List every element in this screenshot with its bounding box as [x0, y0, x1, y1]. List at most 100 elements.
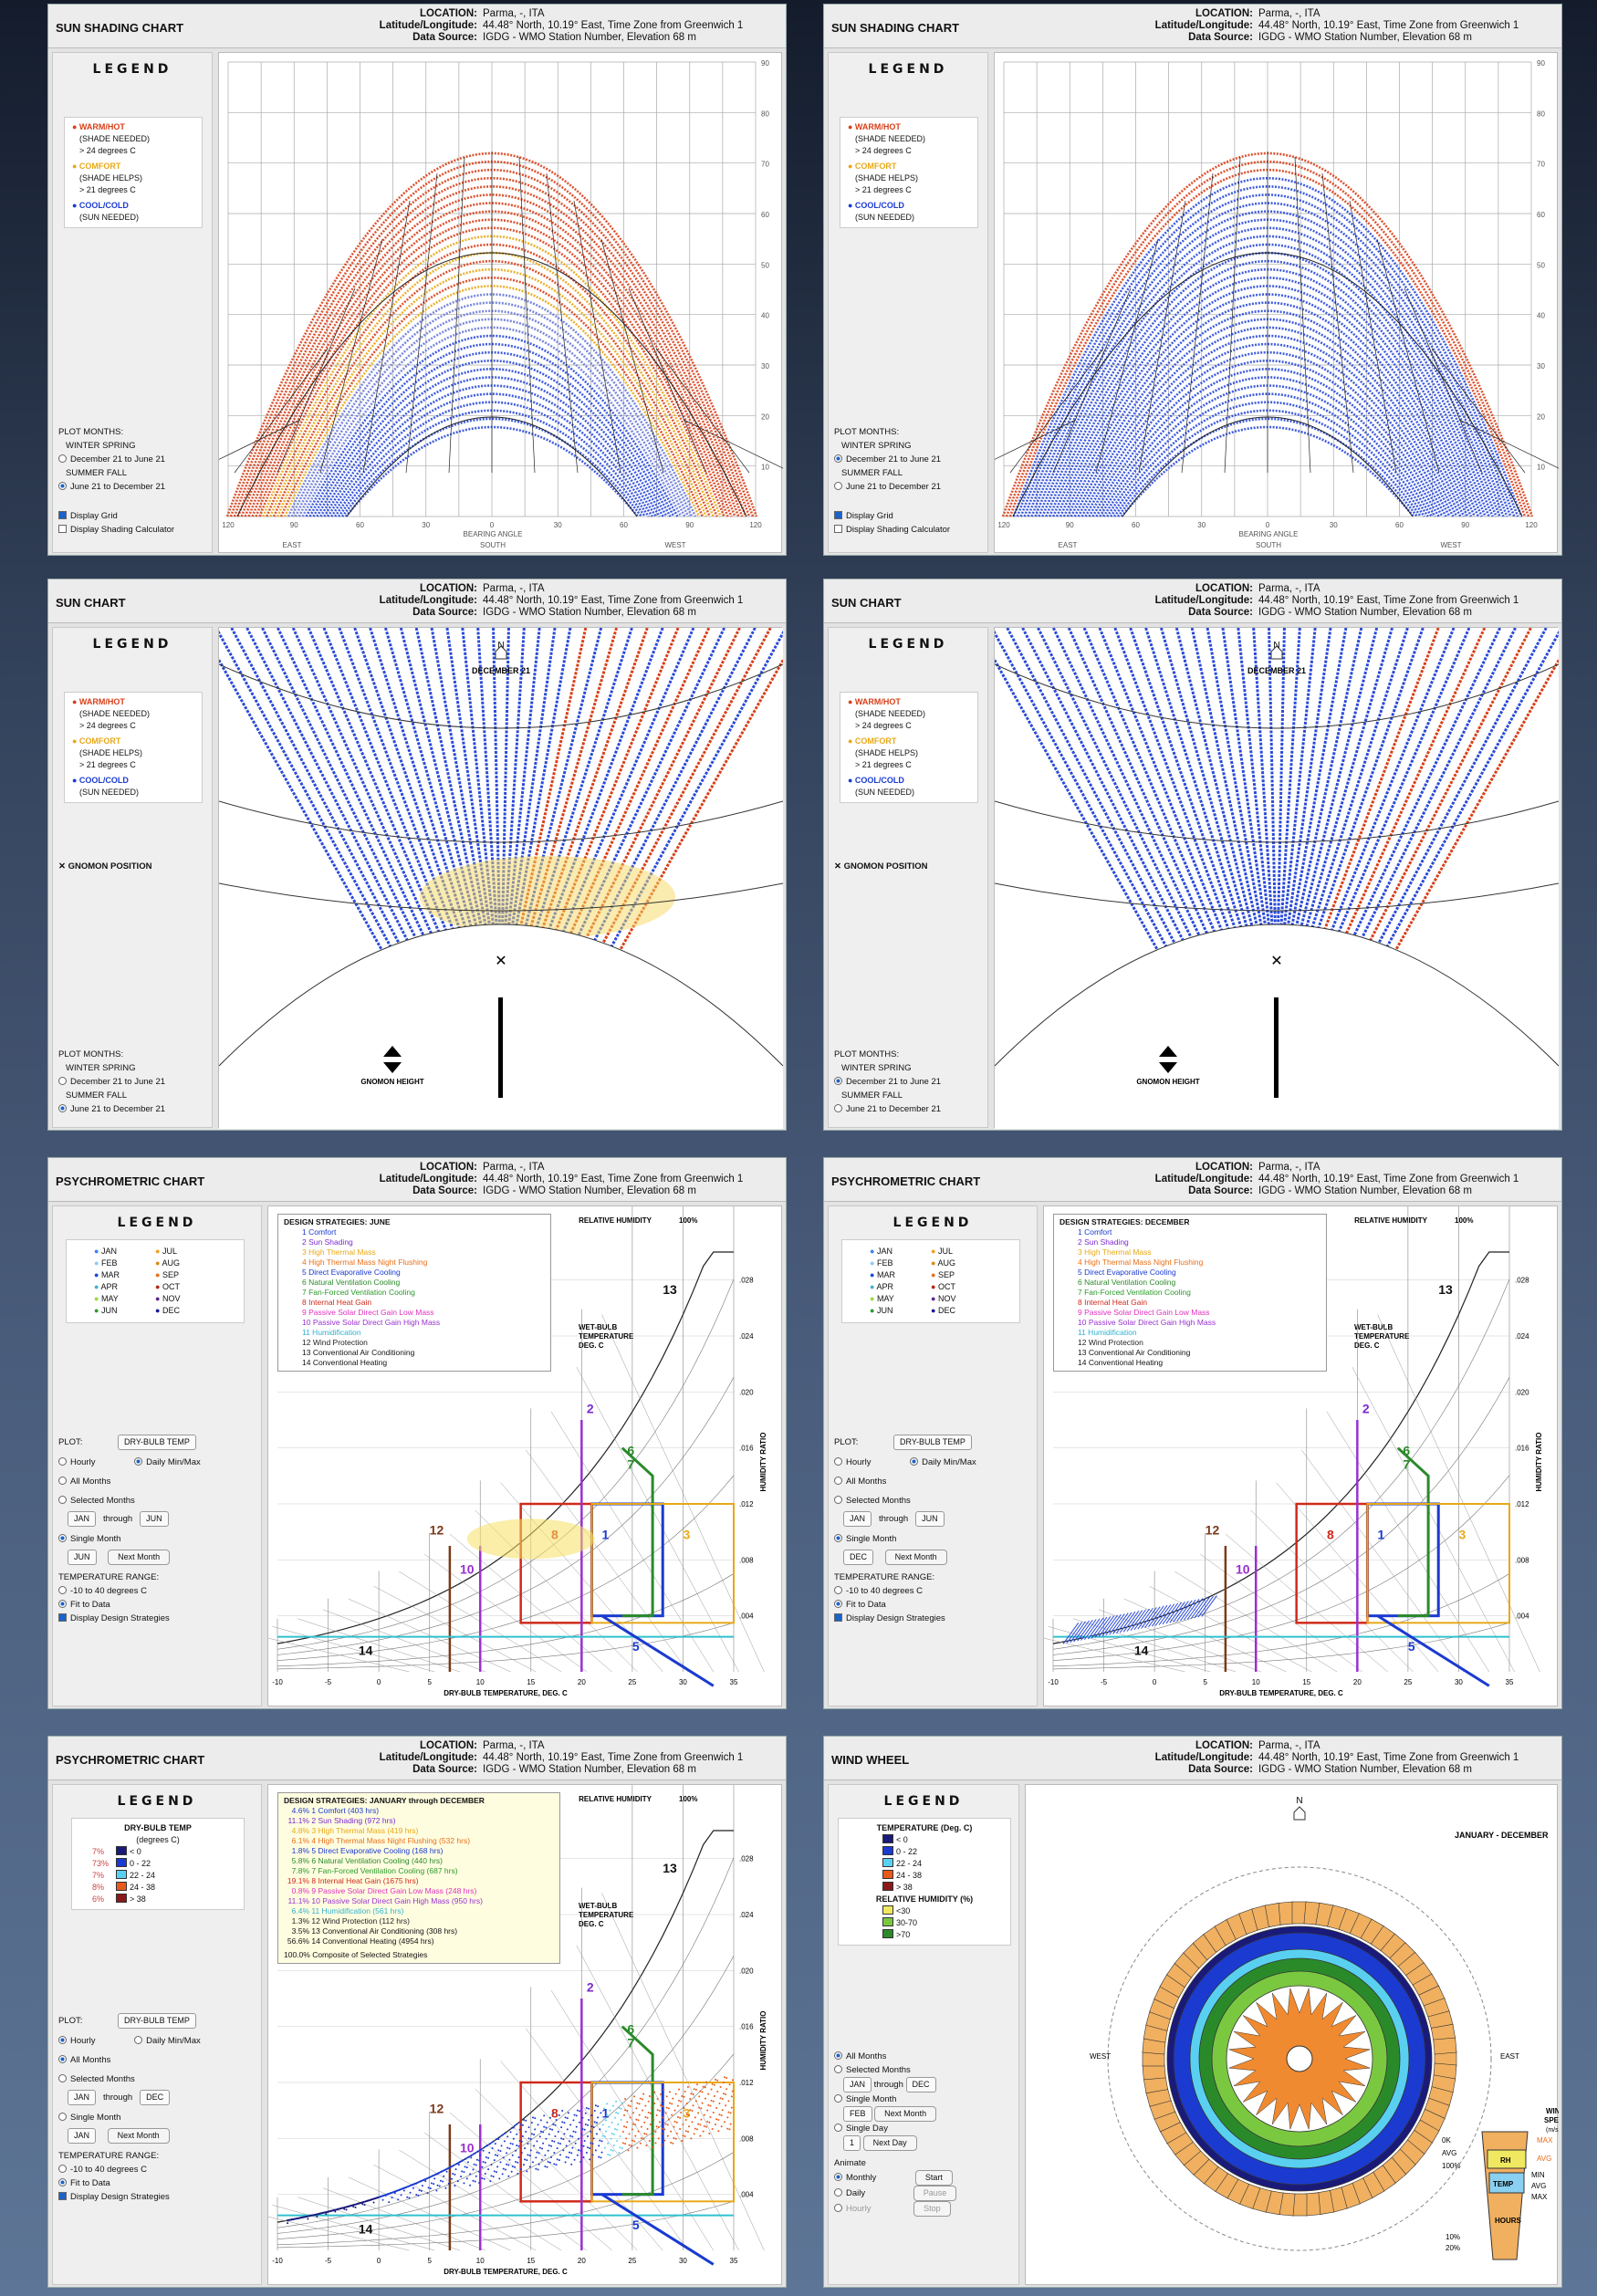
single-month-radio[interactable]: Single Month	[834, 2092, 1017, 2106]
data-point	[557, 2142, 559, 2145]
display-shading-checkbox[interactable]: Display Shading Calculator	[834, 523, 986, 537]
winter-spring-radio[interactable]: December 21 to June 21	[834, 1075, 986, 1089]
db-tick-label: 5	[427, 2257, 432, 2265]
from-month-select[interactable]: JAN	[68, 2090, 97, 2105]
hourly-radio[interactable]: Hourly	[834, 1457, 871, 1467]
data-point	[511, 2154, 514, 2156]
next-month-button[interactable]: Next Month	[108, 1550, 171, 1565]
sun-path-band	[1062, 293, 1473, 517]
single-month-select[interactable]: DEC	[843, 1550, 874, 1565]
wb-line	[601, 1893, 765, 2251]
sun-path-band	[1144, 627, 1255, 966]
fit-data-radio[interactable]: Fit to Data	[58, 1598, 259, 1612]
wind-scale-rh	[1487, 2149, 1527, 2169]
fit-data-radio[interactable]: Fit to Data	[58, 2176, 259, 2190]
plot-type-select[interactable]: DRY-BULB TEMP	[893, 1435, 972, 1450]
fit-data-radio[interactable]: Fit to Data	[834, 1598, 1035, 1612]
data-point	[684, 2090, 686, 2092]
display-strategies-checkbox[interactable]: Display Design Strategies	[58, 1612, 259, 1625]
hr-tick-label: .024	[739, 1911, 754, 1919]
dec-data-point	[1154, 1604, 1172, 1626]
range-radio[interactable]: -10 to 40 degrees C	[58, 2163, 259, 2176]
single-month-select[interactable]: JAN	[68, 2128, 97, 2144]
latlon-value: 44.48° North, 10.19° East, Time Zone fro…	[483, 1752, 744, 1763]
daily-minmax-radio[interactable]: Daily Min/Max	[910, 1457, 976, 1467]
daily-minmax-radio[interactable]: Daily Min/Max	[134, 1457, 201, 1467]
data-point	[609, 2109, 611, 2112]
data-point	[496, 2155, 499, 2157]
data-point	[493, 2159, 496, 2162]
summer-fall-radio[interactable]: June 21 to December 21	[58, 480, 210, 494]
single-month-select[interactable]: FEB	[843, 2106, 872, 2122]
all-months-radio[interactable]: All Months	[834, 2050, 1017, 2063]
legend-temp-box: ● WARM/HOT (SHADE NEEDED) > 24 degrees C ● …	[840, 117, 978, 228]
single-month-radio[interactable]: Single Month	[834, 1532, 1035, 1546]
winter-spring-radio[interactable]: December 21 to June 21	[834, 453, 986, 466]
next-day-button[interactable]: Next Day	[862, 2135, 917, 2151]
single-month-radio[interactable]: Single Month	[58, 1532, 259, 1546]
winter-spring-radio[interactable]: December 21 to June 21	[58, 1075, 210, 1089]
selected-months-radio[interactable]: Selected Months	[58, 1494, 259, 1508]
selected-months-radio[interactable]: Selected Months	[58, 2072, 259, 2086]
summer-fall-radio[interactable]: June 21 to December 21	[834, 480, 986, 494]
data-point	[324, 2211, 327, 2214]
alt-tick-label: 80	[761, 110, 769, 118]
day-select[interactable]: 1	[843, 2135, 861, 2151]
selected-months-radio[interactable]: Selected Months	[834, 1494, 1035, 1508]
zone-ventilation	[1396, 1446, 1430, 1618]
hourly-radio[interactable]: Hourly	[58, 1457, 95, 1467]
dec-data-point	[1094, 1616, 1112, 1638]
from-month-select[interactable]: JAN	[843, 1511, 872, 1527]
solstice-curve	[236, 252, 747, 517]
display-strategies-checkbox[interactable]: Display Design Strategies	[834, 1612, 1035, 1625]
to-month-select[interactable]: JUN	[915, 1511, 945, 1527]
data-point	[664, 2123, 667, 2125]
hourly-radio[interactable]: Hourly Stop	[834, 2201, 1017, 2217]
single-month-select[interactable]: JUN	[68, 1550, 97, 1565]
display-strategies-checkbox[interactable]: Display Design Strategies	[58, 2190, 259, 2204]
range-radio[interactable]: -10 to 40 degrees C	[58, 1584, 259, 1598]
all-months-radio[interactable]: All Months	[834, 1475, 1035, 1488]
daily-minmax-radio[interactable]: Daily Min/Max	[134, 2036, 201, 2046]
single-month-radio[interactable]: Single Month	[58, 2111, 259, 2124]
location-value: Parma, -, ITA	[1258, 1740, 1320, 1751]
plot-type-select[interactable]: DRY-BULB TEMP	[118, 1435, 196, 1450]
dec-data-point	[1190, 1597, 1207, 1620]
to-month-select[interactable]: JUN	[140, 1511, 169, 1527]
hour-line	[1321, 172, 1354, 474]
display-grid-checkbox[interactable]: Display Grid	[834, 509, 986, 523]
plot-type-select[interactable]: DRY-BULB TEMP	[118, 2013, 196, 2029]
monthly-radio[interactable]: Monthly Start	[834, 2170, 1017, 2186]
data-point	[578, 2137, 579, 2140]
pause-button[interactable]: Pause	[913, 2186, 957, 2201]
start-button[interactable]: Start	[914, 2170, 953, 2186]
to-month-select[interactable]: DEC	[140, 2090, 171, 2105]
sun-path-band	[1016, 185, 1519, 517]
selected-months-radio[interactable]: Selected Months	[834, 2063, 1017, 2077]
data-point	[711, 2127, 714, 2130]
data-point	[550, 2156, 552, 2159]
next-month-button[interactable]: Next Month	[884, 1550, 947, 1565]
data-point	[512, 2126, 515, 2129]
single-day-radio[interactable]: Single Day	[834, 2122, 1017, 2135]
summer-fall-radio[interactable]: June 21 to December 21	[58, 1102, 210, 1116]
zone-number-label: 10	[460, 2141, 475, 2155]
solstice-curve	[1122, 416, 1414, 517]
from-month-select[interactable]: JAN	[68, 1511, 97, 1527]
winter-spring-radio[interactable]: December 21 to June 21	[58, 453, 210, 466]
range-radio[interactable]: -10 to 40 degrees C	[834, 1584, 1035, 1598]
all-months-radio[interactable]: All Months	[58, 2053, 259, 2067]
summer-fall-radio[interactable]: June 21 to December 21	[834, 1102, 986, 1116]
next-month-button[interactable]: Next Month	[107, 2128, 170, 2144]
next-month-button[interactable]: Next Month	[874, 2106, 937, 2122]
display-grid-checkbox[interactable]: Display Grid	[58, 509, 210, 523]
all-months-radio[interactable]: All Months	[58, 1475, 259, 1488]
data-point	[547, 2161, 549, 2164]
hourly-radio[interactable]: Hourly	[58, 2036, 95, 2046]
display-shading-checkbox[interactable]: Display Shading Calculator	[58, 523, 210, 537]
daily-radio[interactable]: Daily Pause	[834, 2186, 1017, 2201]
to-month-select[interactable]: DEC	[905, 2077, 936, 2092]
from-month-select[interactable]: JAN	[843, 2077, 872, 2092]
stop-button[interactable]: Stop	[913, 2201, 951, 2217]
data-point	[526, 2159, 528, 2162]
